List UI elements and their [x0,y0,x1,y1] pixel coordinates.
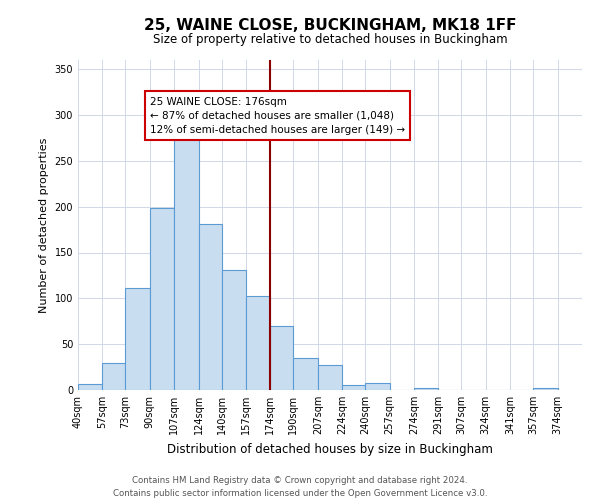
Bar [414,388,439,390]
Text: 25 WAINE CLOSE: 176sqm
← 87% of detached houses are smaller (1,048)
12% of semi-: 25 WAINE CLOSE: 176sqm ← 87% of detached… [150,96,405,134]
Bar [342,386,365,390]
Bar [78,384,103,390]
Text: Contains HM Land Registry data © Crown copyright and database right 2024.
Contai: Contains HM Land Registry data © Crown c… [113,476,487,498]
Text: Size of property relative to detached houses in Buckingham: Size of property relative to detached ho… [152,32,508,46]
Bar [318,365,342,390]
Bar [150,208,174,390]
Bar [246,296,271,390]
X-axis label: Distribution of detached houses by size in Buckingham: Distribution of detached houses by size … [167,442,493,456]
Bar [293,358,318,390]
Text: 25, WAINE CLOSE, BUCKINGHAM, MK18 1FF: 25, WAINE CLOSE, BUCKINGHAM, MK18 1FF [144,18,516,32]
Bar [271,326,293,390]
Y-axis label: Number of detached properties: Number of detached properties [39,138,49,312]
Bar [199,224,221,390]
Bar [103,364,125,390]
Bar [533,388,557,390]
Bar [174,122,199,390]
Bar [365,382,389,390]
Bar [125,288,150,390]
Bar [221,270,246,390]
